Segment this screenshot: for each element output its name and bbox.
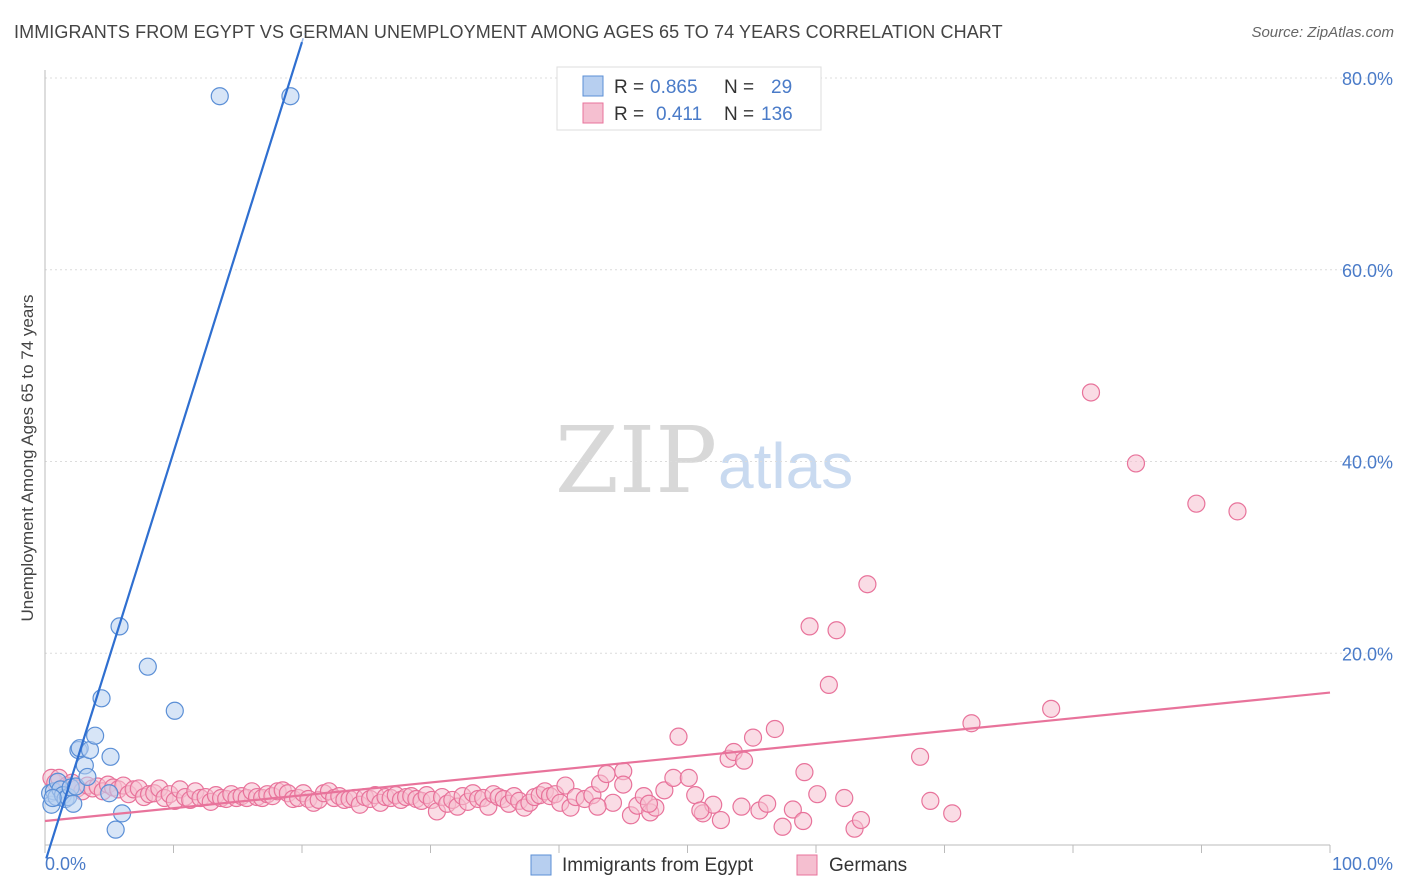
legend-r-label-2: R = [614, 104, 644, 125]
y-axis-label: Unemployment Among Ages 65 to 74 years [18, 295, 37, 622]
germans-point [669, 727, 688, 746]
trend-lines [44, 33, 1331, 859]
germans-point [921, 791, 940, 810]
germans-point [808, 785, 827, 804]
legend-n-value-1: 29 [771, 77, 792, 98]
germans-point [827, 621, 846, 640]
germans-point [835, 788, 854, 808]
egypt-trend-line [45, 41, 304, 859]
legend-r-value-2: 0.411 [656, 104, 702, 125]
germans-point [795, 763, 814, 782]
series-legend: Immigrants from Egypt Germans [530, 854, 907, 876]
egypt-point [86, 726, 105, 745]
egypt-point [165, 701, 184, 720]
germans-point [734, 751, 754, 770]
correlation-legend: R = 0.865 N = 29 R = 0.411 N = 136 [556, 66, 822, 131]
source-label: Source: ZipAtlas.com [1251, 24, 1394, 41]
legend-n-label-2: N = [724, 104, 754, 125]
germans-point [614, 775, 633, 794]
x-axis-ticks [44, 845, 1331, 853]
germans-point [664, 768, 683, 787]
egypt-point [101, 747, 120, 766]
germans-point [1042, 699, 1061, 718]
egypt-point [78, 767, 97, 787]
germans-point [711, 810, 731, 830]
egypt-point [138, 657, 157, 676]
germans-point [794, 811, 813, 831]
germans-point [1228, 502, 1247, 521]
x-tick-label-max: 100.0% [1332, 854, 1393, 874]
germans-point [1126, 454, 1146, 473]
germans-point [639, 794, 659, 813]
germans-trend-line [44, 691, 1331, 823]
bottom-legend-swatch-germans [796, 854, 818, 876]
legend-n-label-1: N = [724, 77, 754, 98]
egypt-points [41, 87, 300, 839]
legend-n-value-2: 136 [761, 104, 793, 125]
y-tick-label: 80.0% [1342, 69, 1393, 89]
egypt-point [210, 87, 229, 106]
legend-swatch-egypt [582, 75, 604, 97]
germans-point [943, 804, 962, 823]
germans-point [556, 776, 575, 795]
germans-point [765, 719, 784, 739]
germans-point [603, 793, 623, 812]
x-tick-label-min: 0.0% [45, 854, 86, 874]
egypt-point [106, 820, 125, 839]
legend-r-value-1: 0.865 [650, 77, 698, 98]
germans-point [851, 810, 871, 830]
egypt-point [64, 794, 83, 813]
egypt-point [43, 788, 62, 808]
egypt-trend-line-extension [301, 33, 306, 43]
germans-point [732, 797, 751, 816]
germans-point [758, 794, 777, 813]
germans-point [1187, 494, 1206, 513]
gridlines [45, 77, 1393, 654]
watermark-zip: ZIP [555, 407, 717, 514]
germans-point [588, 797, 607, 816]
germans-point [773, 817, 792, 836]
chart-title: IMMIGRANTS FROM EGYPT VS GERMAN UNEMPLOY… [14, 22, 1003, 42]
germans-point [819, 675, 838, 694]
germans-point [679, 768, 698, 787]
y-tick-label: 40.0% [1342, 453, 1393, 473]
germans-point [1081, 383, 1101, 402]
bottom-legend-germans: Germans [829, 855, 907, 876]
legend-swatch-germans [582, 102, 604, 124]
watermark-atlas: atlas [718, 430, 853, 502]
legend-r-label-1: R = [614, 77, 644, 98]
bottom-legend-swatch-egypt [530, 854, 552, 876]
y-axis-tick-labels: 20.0% 40.0% 60.0% 80.0% [1342, 69, 1393, 664]
bottom-legend-egypt: Immigrants from Egypt [562, 855, 754, 876]
germans-point [783, 800, 802, 819]
germans-point [655, 781, 674, 800]
y-tick-label: 20.0% [1342, 644, 1393, 664]
germans-point [597, 764, 616, 784]
germans-point [686, 786, 705, 805]
germans-point [691, 801, 710, 820]
germans-point [743, 728, 763, 747]
germans-point [858, 575, 877, 594]
germans-point [910, 747, 930, 766]
egypt-point [100, 784, 119, 803]
y-tick-label: 60.0% [1342, 261, 1393, 281]
germans-point [800, 617, 819, 636]
